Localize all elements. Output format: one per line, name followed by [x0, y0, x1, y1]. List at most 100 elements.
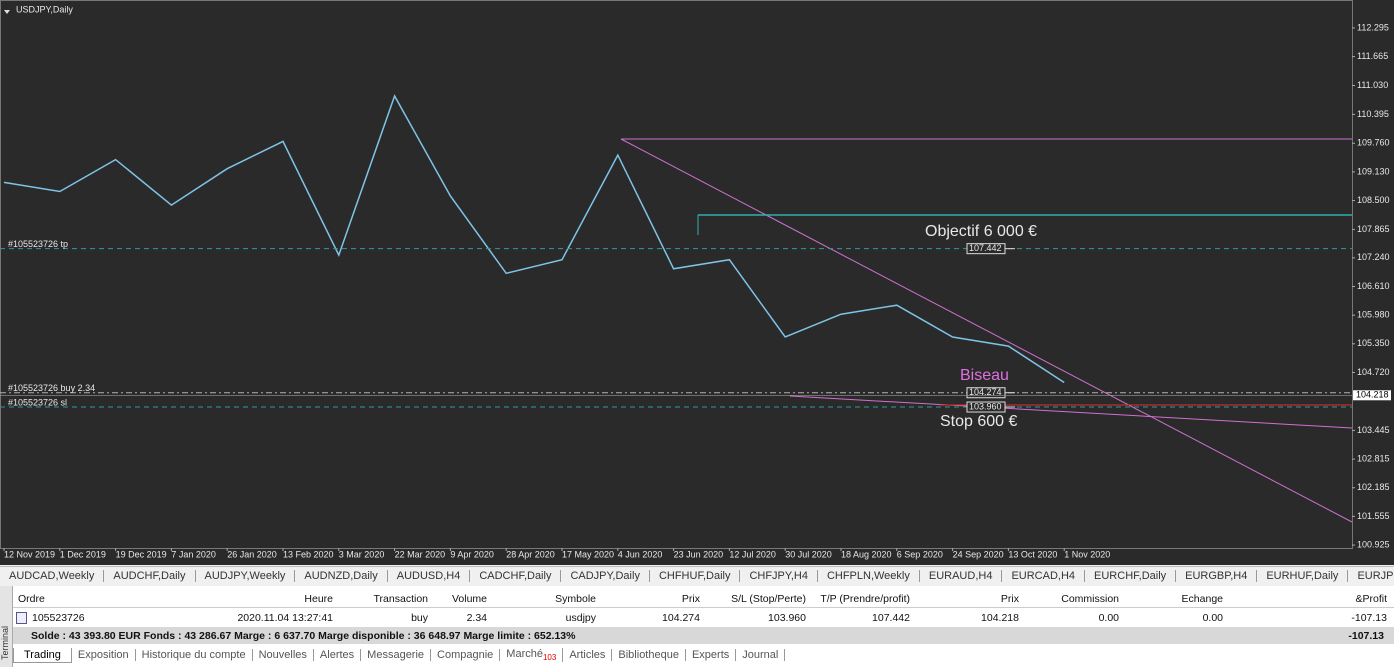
y-tick-label: 108.500: [1357, 195, 1390, 205]
x-tick-label: 4 Jun 2020: [618, 549, 663, 559]
cell: 2020.11.04 13:27:41: [237, 611, 333, 624]
column-header: S/L (Stop/Perte): [731, 592, 806, 605]
symbol-tab[interactable]: AUDJPY,Weekly: [196, 569, 296, 582]
x-tick-label: 17 May 2020: [562, 549, 614, 559]
symbol-tab[interactable]: EURHUF,Daily: [1257, 569, 1349, 582]
terminal-tab[interactable]: Articles: [563, 649, 613, 661]
annotation: Objectif 6 000 €: [925, 223, 1037, 240]
symbol-tab[interactable]: EURAUD,H4: [920, 569, 1003, 582]
terminal-tab[interactable]: Bibliotheque: [612, 649, 686, 661]
wedge-lower-line: [789, 395, 1353, 429]
table-header: Ordre Heure Transaction Volume Symbole Prix S/…: [13, 590, 1394, 608]
cell: buy: [411, 611, 428, 624]
total: -107.13: [1348, 629, 1384, 642]
cell: 105523726: [32, 611, 85, 624]
terminal-tab[interactable]: Historique du compte: [136, 649, 253, 661]
y-tick-label: 109.760: [1357, 138, 1390, 148]
cell: 104.274: [662, 611, 700, 624]
column-header: Transaction: [373, 592, 428, 605]
symbol-tab[interactable]: EURCHF,Daily: [1085, 569, 1177, 582]
level-label: #105523726 sl: [8, 397, 67, 407]
y-tick-label: 112.295: [1357, 22, 1389, 32]
level-label: #105523726 buy 2.34: [8, 383, 95, 393]
x-tick-label: 24 Sep 2020: [953, 549, 1004, 559]
x-tick-label: 13 Feb 2020: [283, 549, 334, 559]
cell: 0.00: [1202, 611, 1223, 624]
column-header: Symbole: [555, 592, 596, 605]
x-tick-label: 13 Oct 2020: [1008, 549, 1057, 559]
symbol-tab[interactable]: CHFPLN,Weekly: [818, 569, 920, 582]
bid-label: 104.218: [1356, 390, 1389, 400]
terminal-tabs: Trading Exposition Historique du compte Nou…: [13, 646, 786, 664]
level-value: 104.274: [969, 387, 1002, 397]
y-tick-label: 109.130: [1357, 166, 1390, 176]
terminal-tab[interactable]: Messagerie: [361, 649, 432, 661]
cell: usdjpy: [565, 611, 596, 624]
y-tick-label: 104.720: [1357, 367, 1390, 377]
column-header: Echange: [1181, 592, 1223, 605]
column-header: Volume: [451, 592, 487, 605]
price-line: [3, 94, 1065, 384]
table-row: 105523726 2020.11.04 13:27:41 buy 2.34 usdjp…: [13, 609, 1394, 626]
x-tick-label: 12 Nov 2019: [4, 549, 55, 559]
y-tick-label: 107.240: [1357, 252, 1390, 262]
terminal-tab[interactable]: Nouvelles: [253, 649, 314, 661]
cell: 0.00: [1098, 611, 1119, 624]
y-tick-label: 102.815: [1357, 453, 1390, 463]
symbol-tab[interactable]: CADCHF,Daily: [470, 569, 562, 582]
symbol-tab[interactable]: CHFJPY,H4: [740, 569, 818, 582]
y-tick-label: 102.185: [1357, 482, 1390, 492]
cell: 103.960: [768, 611, 806, 624]
symbol-tab[interactable]: AUDUSD,H4: [388, 569, 471, 582]
y-tick-label: 105.980: [1357, 310, 1390, 320]
y-tick-label: 107.865: [1357, 224, 1390, 234]
cell: -107.13: [1351, 611, 1387, 624]
x-tick-label: 22 Mar 2020: [395, 549, 446, 559]
terminal-tab[interactable]: Experts: [686, 649, 737, 661]
x-tick-label: 26 Jan 2020: [227, 549, 277, 559]
symbol-tab[interactable]: EURCAD,H4: [1002, 569, 1086, 582]
chart: USDJPY,Daily Objectif 6 000 € Biseau Sto…: [0, 0, 1394, 565]
terminal-tab[interactable]: Compagnie: [431, 649, 501, 661]
symbol-tabs: AUDCAD,Weekly AUDCHF,Daily AUDJPY,Weekly AU…: [0, 566, 1394, 584]
x-tick-label: 30 Jul 2020: [785, 549, 832, 559]
terminal-tab[interactable]: Journal: [736, 649, 786, 661]
y-tick-label: 100.925: [1357, 539, 1390, 549]
symbol-tab[interactable]: CHFHUF,Daily: [650, 569, 741, 582]
terminal-tab[interactable]: Alertes: [314, 649, 362, 661]
terminal: Terminal Ordre Heure Transaction Volume Symb…: [0, 586, 1394, 667]
y-tick-label: 105.350: [1357, 338, 1390, 348]
bid-box: [1353, 390, 1391, 401]
terminal-tab[interactable]: Trading: [13, 647, 72, 663]
level-label: #105523726 tp: [8, 239, 68, 249]
level-value: 103.960: [969, 401, 1002, 411]
cell: 2.34: [466, 611, 487, 624]
symbol-tab[interactable]: CADJPY,Daily: [561, 569, 650, 582]
column-header: &Profit: [1355, 592, 1387, 605]
wedge-upper-line: [620, 138, 1353, 523]
symbol-tab[interactable]: EURGBP,H4: [1176, 569, 1258, 582]
column-header: Commission: [1061, 592, 1119, 605]
terminal-side: Terminal: [0, 586, 13, 667]
terminal-tab[interactable]: Exposition: [72, 649, 136, 661]
x-tick-label: 12 Jul 2020: [729, 549, 776, 559]
order-icon: [16, 612, 27, 624]
symbol-tab[interactable]: AUDNZD,Daily: [295, 569, 388, 582]
y-tick-label: 111.665: [1357, 51, 1388, 61]
x-tick-label: 23 Jun 2020: [674, 549, 724, 559]
plot-frame: [0, 0, 1353, 549]
y-tick-label: 106.610: [1357, 281, 1390, 291]
side-label: Terminal: [0, 625, 11, 661]
symbol-tab[interactable]: AUDCAD,Weekly: [0, 569, 105, 582]
symbol-tab[interactable]: EURJPY,H1: [1348, 570, 1394, 582]
symbol-tab[interactable]: AUDCHF,Daily: [104, 569, 196, 582]
terminal-tab[interactable]: Marché103: [500, 647, 564, 663]
title-arrow: [4, 10, 10, 14]
y-tick-label: 103.445: [1357, 425, 1390, 435]
x-tick-label: 1 Dec 2019: [60, 549, 106, 559]
level-value: 107.442: [969, 243, 1002, 253]
column-header: Prix: [681, 592, 700, 605]
y-tick-label: 101.555: [1357, 511, 1390, 521]
cell: 107.442: [872, 611, 910, 624]
